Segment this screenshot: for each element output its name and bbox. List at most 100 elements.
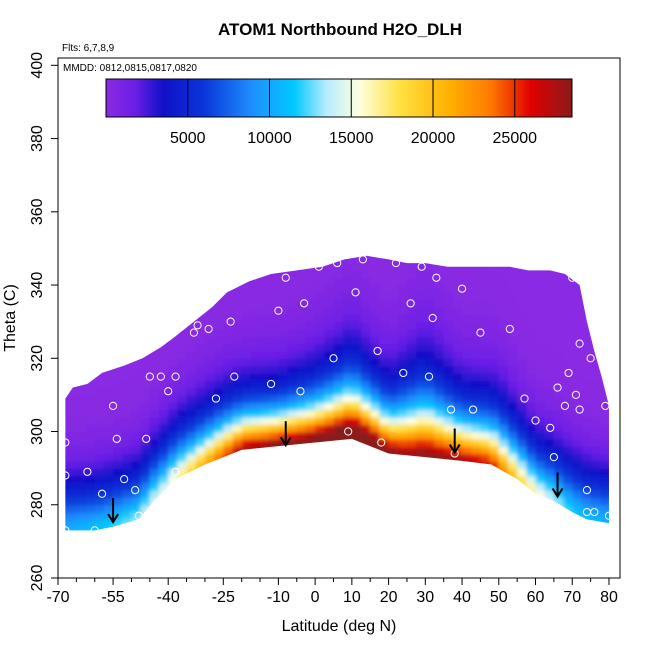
heatmap-cell [122,468,133,477]
heatmap-cell [232,482,243,491]
heatmap-cell [76,416,87,425]
heatmap-cell [65,497,68,506]
heatmap-cell [370,387,380,396]
heatmap-cell [388,380,399,389]
heatmap-cell [379,497,390,506]
heatmap-cell [305,416,316,425]
heatmap-cell [269,424,279,433]
heatmap-cell [103,270,114,279]
heatmap-cell [590,277,601,286]
heatmap-cell [287,314,298,323]
heatmap-cell [324,475,335,484]
heatmap-cell [131,424,142,433]
heatmap-cell [535,328,546,337]
heatmap-cell [517,343,527,352]
heatmap-cell [333,394,344,403]
heatmap-cell [553,438,564,447]
heatmap-cell [526,292,537,301]
heatmap-cell [168,307,178,315]
heatmap-cell [517,321,527,330]
heatmap-cell [287,431,298,440]
heatmap-cell [452,350,463,359]
heatmap-cell [195,380,206,389]
heatmap-cell [535,526,546,531]
heatmap-cell [76,255,87,257]
heatmap-cell [76,424,87,433]
heatmap-cell [122,504,133,513]
heatmap-cell [452,475,463,484]
heatmap-cell [544,343,555,352]
heatmap-cell [406,460,417,469]
heatmap-cell [241,446,252,455]
heatmap-cell [489,394,500,403]
heatmap-cell [305,299,316,308]
heatmap-cell [140,307,151,315]
heatmap-cell [480,534,490,542]
heatmap-cell [563,438,573,447]
heatmap-cell [581,453,592,462]
heatmap-cell [462,299,472,308]
heatmap-cell [608,394,609,403]
heatmap-cell [241,416,252,425]
heatmap-cell [250,314,261,323]
heatmap-cell [223,365,234,374]
heatmap-cell [204,350,215,359]
heatmap-cell [471,263,482,271]
heatmap-cell [370,438,380,447]
heatmap-cell [122,270,133,279]
heatmap-cell [149,519,160,528]
heatmap-cell [214,321,224,330]
heatmap-cell [269,358,279,367]
heatmap-cell [250,504,261,513]
heatmap-cell [526,402,537,411]
heatmap-cell [416,534,426,542]
heatmap-cell [416,277,426,286]
heatmap-cell [296,328,307,337]
heatmap-cell [517,394,527,403]
heatmap-cell [76,497,87,506]
heatmap-cell [241,277,252,286]
heatmap-cell [223,255,234,257]
heatmap-cell [416,438,426,447]
heatmap-cell [471,299,482,308]
heatmap-cell [278,380,289,389]
heatmap-cell [434,299,445,308]
heatmap-cell [232,350,243,359]
heatmap-cell [113,519,123,528]
observation-point [226,317,235,326]
heatmap-cell [443,431,454,440]
heatmap-cell [406,358,417,367]
heatmap-cell [149,490,160,499]
heatmap-cell [553,277,564,286]
heatmap-cell [370,343,380,352]
heatmap-cell [480,453,491,462]
heatmap-cell [498,475,509,484]
heatmap-cell [342,446,353,455]
heatmap-cell [214,409,224,418]
heatmap-cell [149,482,160,491]
heatmap-cell [526,336,537,345]
heatmap-cell [76,299,87,308]
heatmap-cell [278,372,289,381]
heatmap-cell [260,380,270,389]
heatmap-cell [232,446,243,455]
heatmap-cell [85,307,96,315]
heatmap-cell [140,336,151,345]
heatmap-cell [168,285,178,293]
heatmap-cell [250,277,261,286]
heatmap-cell [563,424,573,433]
heatmap-cell [65,292,68,301]
heatmap-cell [141,534,151,542]
observation-points [61,255,614,535]
heatmap-cell [370,365,380,374]
heatmap-cell [471,526,482,531]
heatmap-cell [563,299,573,308]
heatmap-cell [333,387,344,396]
heatmap-cell [563,328,573,337]
heatmap-cell [507,380,518,389]
observation-point [329,354,338,363]
heatmap-cell [241,460,252,469]
observation-point [601,401,610,410]
heatmap-cell [232,314,243,323]
heatmap-cell [305,314,316,323]
